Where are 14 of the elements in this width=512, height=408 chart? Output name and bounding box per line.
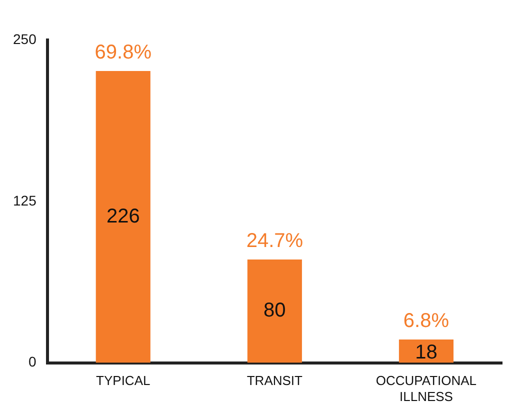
y-tick-label: 0 [28, 354, 37, 370]
x-tick-label: OCCUPATIONAL ILLNESS [376, 373, 477, 404]
data-label: 18 [415, 341, 438, 364]
data-label: 226 [106, 205, 140, 228]
data-label: 80 [264, 300, 286, 322]
y-tick-label: 250 [13, 30, 37, 47]
bar [96, 70, 150, 363]
annotation: 69.8% [94, 42, 152, 64]
annotation: 6.8% [403, 310, 450, 332]
x-tick-label: TRANSIT [246, 373, 303, 388]
y-tick-label: 125 [13, 192, 37, 208]
annotation: 24.7% [246, 230, 304, 252]
bar [247, 260, 302, 363]
x-tick-label: TYPICAL [96, 373, 150, 388]
